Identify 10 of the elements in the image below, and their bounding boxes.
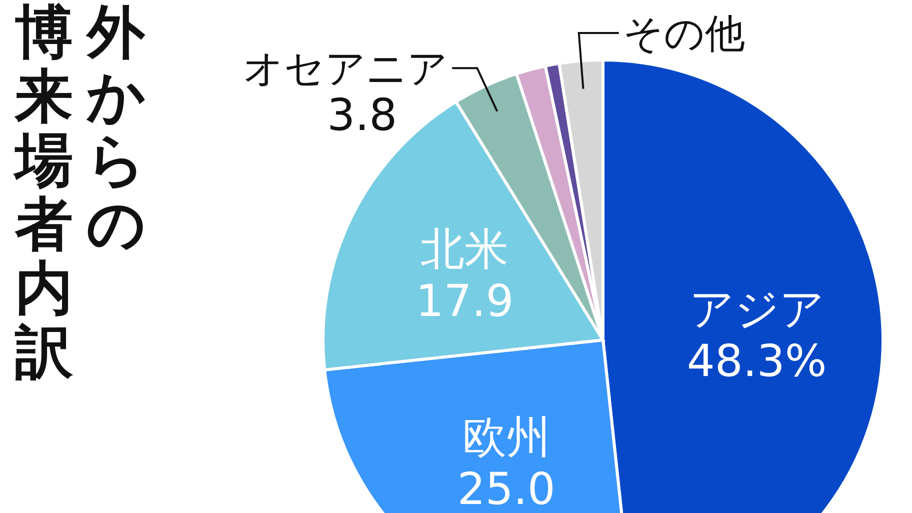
slice-label: 欧州 [462, 412, 550, 463]
data-label: 3.8 [327, 90, 398, 142]
data-label: 25.0 [457, 464, 556, 513]
data-label: 17.9 [416, 276, 514, 328]
data-label: 48.3% [686, 336, 827, 387]
chart-title: 外からの博来場者内訳 [15, 0, 146, 386]
slice-label: 北米 [420, 224, 509, 276]
slice-label: オセアニア [243, 46, 448, 92]
slice-label: その他 [622, 10, 745, 57]
slice-label: アジア [689, 284, 824, 335]
